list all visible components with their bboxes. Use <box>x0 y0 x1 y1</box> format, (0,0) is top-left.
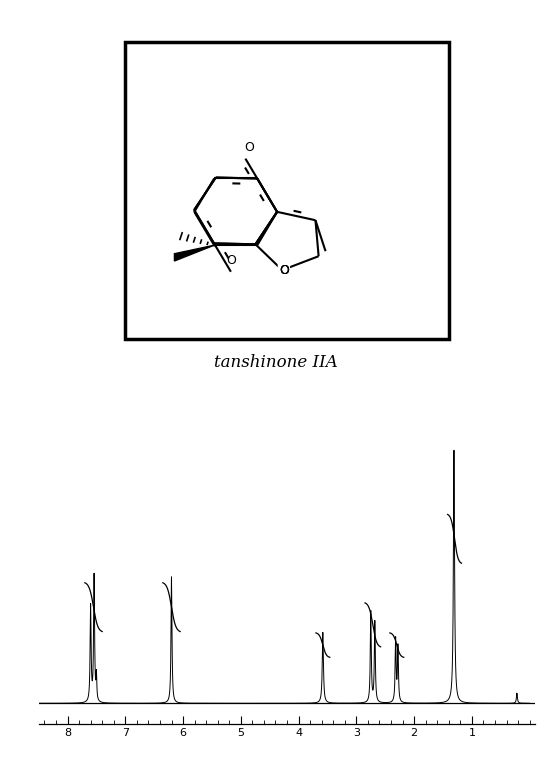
Text: O: O <box>279 264 289 277</box>
Text: O: O <box>279 264 289 277</box>
Text: tanshinone IIA: tanshinone IIA <box>214 354 338 371</box>
Polygon shape <box>174 245 214 261</box>
Text: O: O <box>244 141 254 154</box>
Text: O: O <box>226 254 236 267</box>
Text: O: O <box>279 264 289 277</box>
